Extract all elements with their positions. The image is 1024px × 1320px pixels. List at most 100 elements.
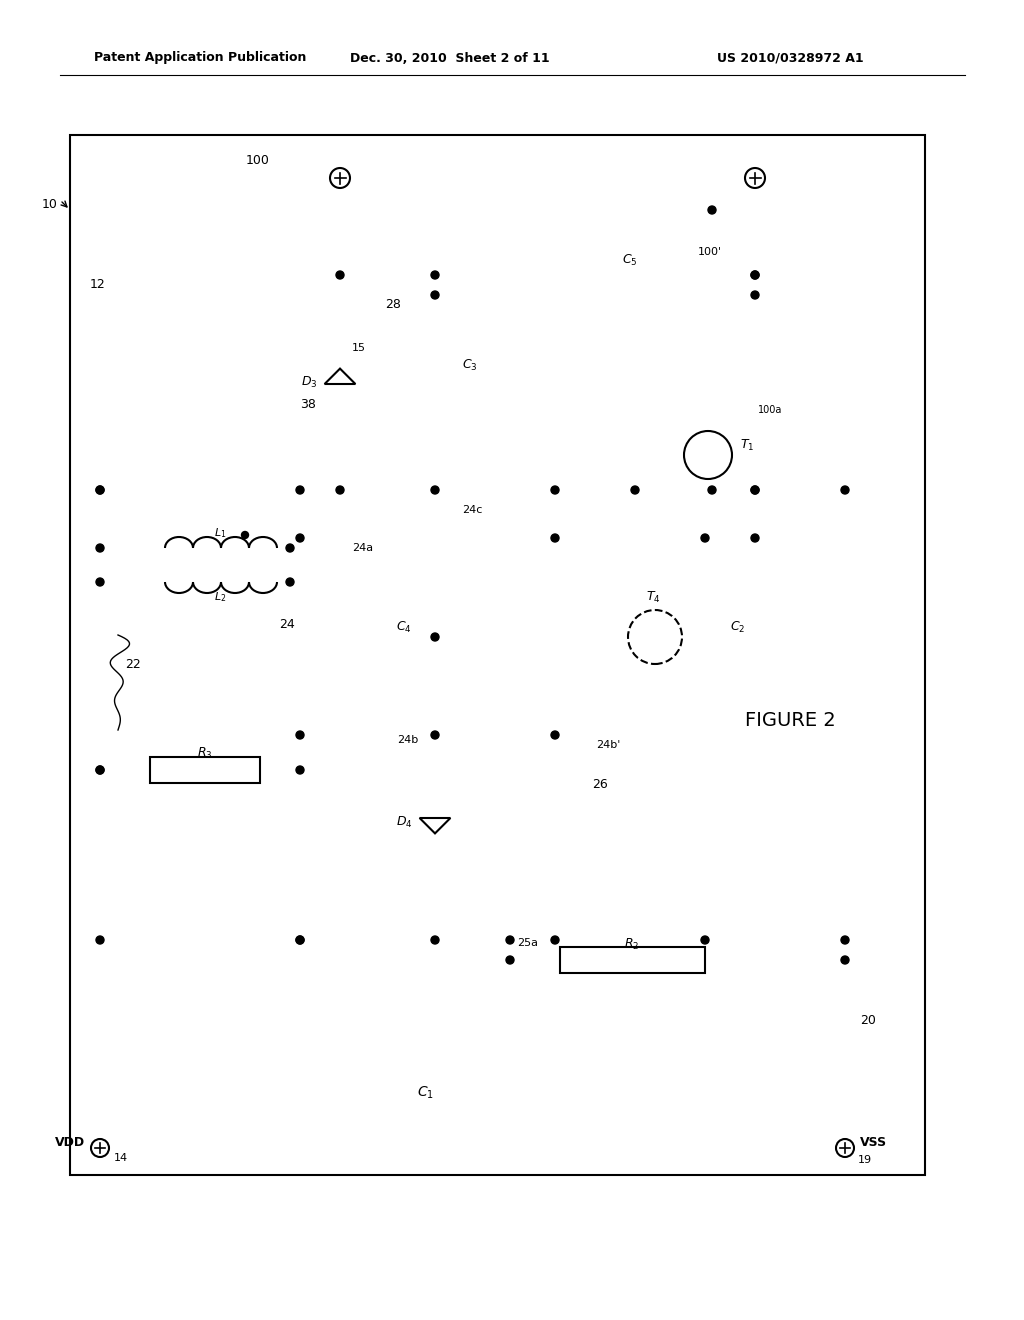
Circle shape [296,766,304,774]
Bar [290,240,865,945]
Circle shape [841,486,849,494]
Text: 24a: 24a [352,543,373,553]
Text: VDD: VDD [55,1137,85,1150]
Text: FIGURE 2: FIGURE 2 [744,710,836,730]
Text: 22: 22 [125,659,141,672]
Bar [300,500,845,945]
Text: $C_1$: $C_1$ [417,1085,433,1101]
Bar [150,756,260,783]
Circle shape [751,271,759,279]
Circle shape [551,486,559,494]
Text: $T_1$: $T_1$ [740,437,755,453]
Circle shape [628,610,682,664]
Circle shape [701,535,709,543]
Text: Dec. 30, 2010  Sheet 2 of 11: Dec. 30, 2010 Sheet 2 of 11 [350,51,550,65]
Text: 100a: 100a [758,405,782,414]
Circle shape [336,486,344,494]
Text: 25a: 25a [517,939,539,948]
Text: 14: 14 [114,1152,128,1163]
Text: 24b': 24b' [596,741,621,750]
Text: $T_4$: $T_4$ [646,590,660,605]
Text: $D_4$: $D_4$ [396,814,413,829]
Text: 100': 100' [698,247,722,257]
Bar [160,531,290,601]
Bar [648,399,800,539]
Text: 100: 100 [246,153,270,166]
Circle shape [431,936,439,944]
Circle shape [631,486,639,494]
Circle shape [296,936,304,944]
Circle shape [96,766,104,774]
Text: $C_2$: $C_2$ [730,619,745,635]
Circle shape [751,486,759,494]
Text: 15: 15 [352,343,366,352]
Circle shape [96,766,104,774]
Text: US 2010/0328972 A1: US 2010/0328972 A1 [717,51,863,65]
Polygon shape [325,368,355,384]
Text: 28: 28 [385,298,400,312]
Text: $R_3$: $R_3$ [198,746,213,760]
Text: 24c: 24c [462,506,482,515]
Circle shape [551,535,559,543]
Circle shape [296,731,304,739]
Circle shape [841,956,849,964]
Bar [70,135,925,1175]
Circle shape [330,168,350,187]
Circle shape [286,544,294,552]
Circle shape [751,486,759,494]
Circle shape [506,936,514,944]
Circle shape [745,168,765,187]
Circle shape [684,432,732,479]
Circle shape [841,936,849,944]
Circle shape [751,271,759,279]
Circle shape [701,936,709,944]
Text: $C_5$: $C_5$ [623,252,638,268]
Text: $C_3$: $C_3$ [462,358,477,372]
Circle shape [708,486,716,494]
Circle shape [96,544,104,552]
Bar [300,294,750,490]
Circle shape [96,486,104,494]
Text: 19: 19 [858,1155,872,1166]
Circle shape [431,271,439,279]
Circle shape [551,936,559,944]
Circle shape [296,535,304,543]
Text: VSS: VSS [860,1137,887,1150]
Circle shape [336,271,344,279]
Circle shape [551,731,559,739]
Circle shape [296,486,304,494]
Circle shape [242,532,249,539]
Circle shape [751,290,759,300]
Circle shape [751,535,759,543]
Circle shape [836,1139,854,1158]
Circle shape [431,731,439,739]
Bar [555,539,745,735]
Text: 10: 10 [42,198,58,211]
Circle shape [708,206,716,214]
Circle shape [286,578,294,586]
Polygon shape [420,818,451,833]
Text: 12: 12 [89,279,105,292]
Circle shape [431,486,439,494]
Circle shape [296,936,304,944]
Circle shape [96,936,104,944]
Text: $L_2$: $L_2$ [214,590,226,605]
Text: $L_1$: $L_1$ [214,527,226,540]
Circle shape [96,578,104,586]
Text: 26: 26 [592,779,608,792]
Text: Patent Application Publication: Patent Application Publication [94,51,306,65]
Text: 20: 20 [860,1014,876,1027]
Text: 24: 24 [280,619,295,631]
Circle shape [431,634,439,642]
Circle shape [506,956,514,964]
Circle shape [91,1139,109,1158]
Text: 24b: 24b [396,735,418,744]
Bar [560,946,705,973]
Bar [110,185,900,1110]
Circle shape [431,290,439,300]
Text: 38: 38 [300,399,316,412]
Text: $R_2$: $R_2$ [625,936,640,952]
Text: $D_3$: $D_3$ [301,375,318,389]
Circle shape [96,486,104,494]
Text: $C_4$: $C_4$ [396,619,412,635]
